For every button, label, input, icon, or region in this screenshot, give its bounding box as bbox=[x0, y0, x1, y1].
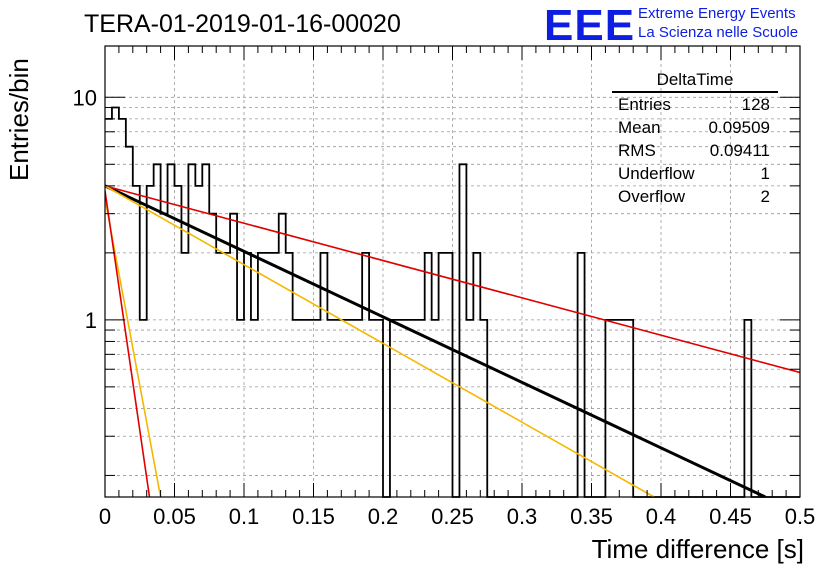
stats-row-entries: Entries 128 bbox=[612, 93, 778, 116]
x-tick-label: 0.05 bbox=[153, 504, 196, 529]
histogram-bar bbox=[362, 253, 369, 497]
stats-label: Overflow bbox=[618, 187, 686, 206]
eee-logo: EEE bbox=[544, 1, 636, 50]
histogram-bar bbox=[105, 119, 112, 497]
logo-line-1: Extreme Energy Events bbox=[638, 5, 796, 22]
histogram-bar bbox=[473, 253, 480, 497]
stats-box: DeltaTime Entries 128 Mean 0.09509 RMS 0… bbox=[612, 70, 778, 208]
histogram-bar bbox=[244, 253, 251, 497]
x-tick-label: 0.35 bbox=[570, 504, 613, 529]
histogram-bar bbox=[181, 253, 188, 497]
y-axis-label: Entries/bin bbox=[4, 58, 34, 181]
x-tick-label: 0.1 bbox=[229, 504, 260, 529]
histogram-bar bbox=[578, 253, 585, 497]
x-tick-label: 0.5 bbox=[785, 504, 816, 529]
stats-label: Underflow bbox=[618, 164, 695, 183]
histogram-bar bbox=[272, 253, 279, 497]
histogram-bar bbox=[209, 214, 216, 497]
x-tick-label: 0.4 bbox=[646, 504, 677, 529]
x-tick-label: 0 bbox=[99, 504, 111, 529]
histogram-bar bbox=[459, 164, 466, 497]
stats-label: Mean bbox=[618, 118, 661, 137]
histogram-bar bbox=[279, 214, 286, 497]
y-tick-label: 1 bbox=[85, 308, 97, 333]
fit-line bbox=[105, 184, 766, 497]
histogram-bar bbox=[223, 253, 230, 497]
stats-row-rms: RMS 0.09411 bbox=[612, 139, 778, 162]
histogram-bar bbox=[230, 214, 237, 497]
tick-labels: 0 0.05 0.1 0.15 0.2 0.25 0.3 0.35 0.4 0.45 0.5 1 10 bbox=[73, 85, 816, 529]
y-tick-label: 10 bbox=[73, 85, 97, 110]
x-axis-label: Time difference [s] bbox=[591, 534, 804, 564]
histogram-bar bbox=[446, 253, 453, 497]
histogram-bar bbox=[112, 107, 119, 497]
histogram-bar bbox=[161, 214, 168, 497]
fit-line bbox=[105, 190, 151, 497]
fit-line bbox=[105, 185, 655, 497]
stats-value: 0.09509 bbox=[708, 118, 770, 137]
fit-line bbox=[105, 185, 800, 374]
histogram-bar bbox=[188, 164, 195, 497]
x-tick-label: 0.25 bbox=[431, 504, 474, 529]
stats-value: 128 bbox=[741, 95, 770, 114]
histogram-bar bbox=[216, 253, 223, 497]
run-title: TERA-01-2019-01-16-00020 bbox=[84, 10, 401, 38]
stats-row-mean: Mean 0.09509 bbox=[612, 116, 778, 139]
stats-value: 0.09411 bbox=[709, 141, 770, 160]
histogram-bar bbox=[265, 253, 272, 497]
x-tick-label: 0.45 bbox=[709, 504, 752, 529]
stats-value: 1 bbox=[760, 164, 770, 183]
stats-title: DeltaTime bbox=[612, 70, 778, 93]
histogram-bar bbox=[425, 253, 432, 497]
logo-line-2: La Scienza nelle Scuole bbox=[638, 24, 799, 41]
stats-row-underflow: Underflow 1 bbox=[612, 162, 778, 185]
x-tick-label: 0.15 bbox=[292, 504, 335, 529]
fit-lines bbox=[105, 184, 800, 497]
x-tick-label: 0.3 bbox=[507, 504, 538, 529]
histogram-bar bbox=[258, 253, 265, 497]
stats-value: 2 bbox=[760, 187, 770, 206]
axis-ticks bbox=[104, 46, 801, 497]
stats-label: RMS bbox=[618, 141, 656, 160]
stats-label: Entries bbox=[618, 95, 671, 114]
x-tick-label: 0.2 bbox=[368, 504, 399, 529]
stats-row-overflow: Overflow 2 bbox=[612, 185, 778, 208]
fit-line bbox=[105, 198, 162, 497]
